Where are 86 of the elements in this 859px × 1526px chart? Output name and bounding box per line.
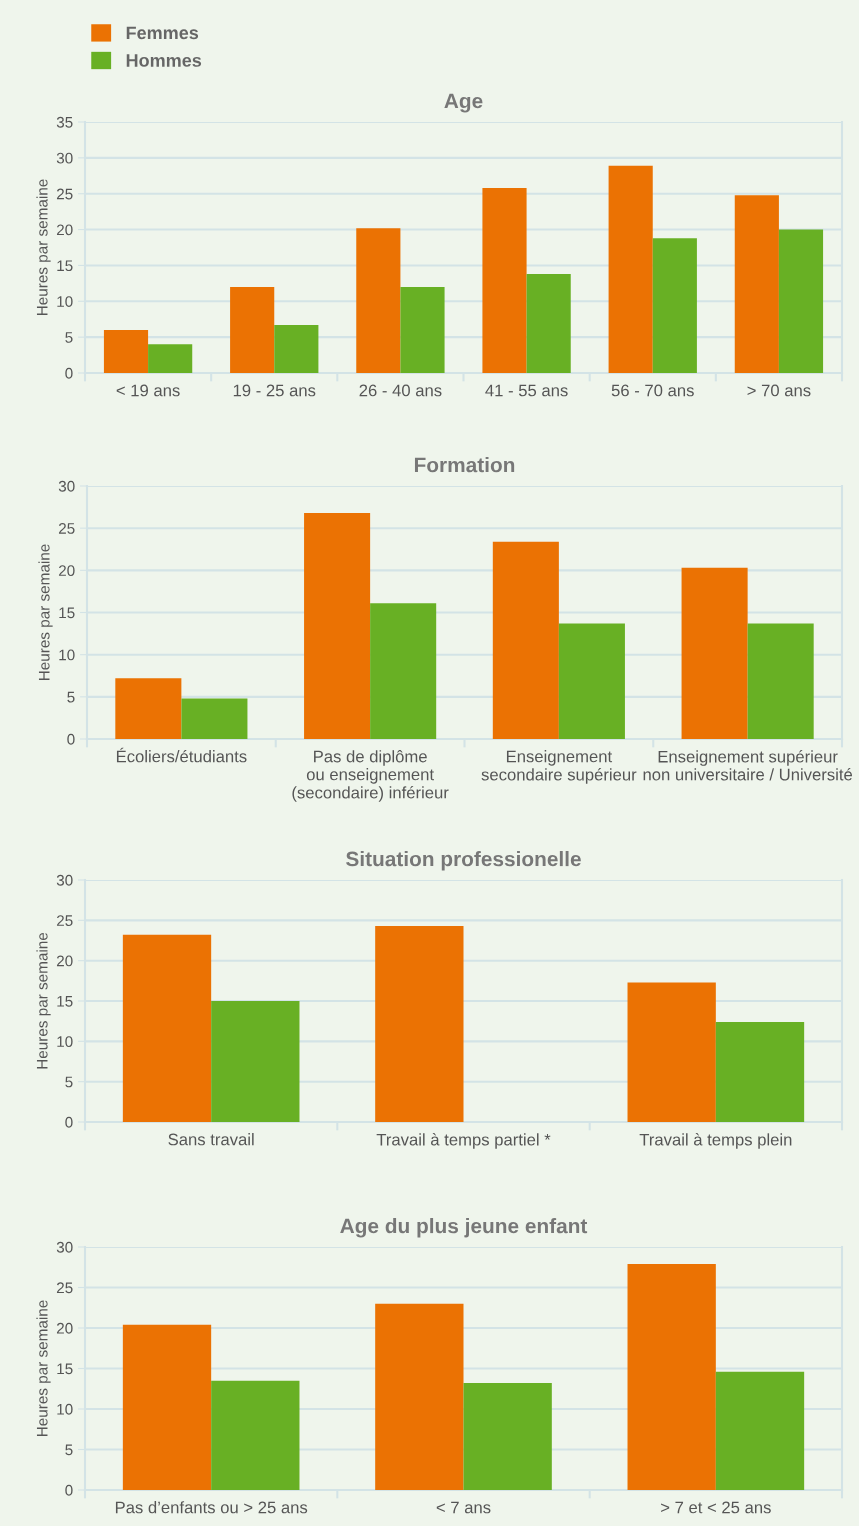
x-tick-label: 19 - 25 ans [233,384,316,397]
bar [356,228,401,373]
y-tick-label: 5 [65,1444,73,1456]
y-tick-label: 0 [65,1116,73,1128]
y-tick-label: 0 [67,733,75,745]
x-tick-label: 56 - 70 ans [611,384,694,397]
y-tick-label: 35 [56,116,73,128]
bar [274,324,319,373]
bar [211,1001,300,1122]
y-axis-title: Heures par semaine [36,179,51,316]
bar [211,1380,300,1490]
y-tick-label: 15 [59,607,75,619]
bar [482,187,527,373]
bar [558,623,625,739]
y-tick-label: 25 [56,915,73,927]
chart-title: Formation [414,457,515,473]
bar [492,541,559,739]
y-tick-label: 25 [56,1282,73,1294]
bar [148,344,193,373]
y-tick-label: 25 [58,523,75,534]
y-tick-label: 15 [57,996,73,1007]
y-axis-title: Heures par semaine [38,544,53,681]
chart-title: Situation professionelle [346,851,581,871]
x-tick-label: Travail à temps partiel * [376,1133,551,1149]
x-tick-label: < 19 ans [116,384,180,397]
bar [747,623,814,739]
y-tick-label: 20 [56,224,73,236]
bar [122,1324,212,1490]
x-tick-label: Enseignement secondaire supérieur [481,750,637,784]
y-tick-label: 15 [57,1363,73,1375]
bar [115,678,182,739]
bar [652,238,697,373]
bar [370,603,437,739]
y-tick-label: 30 [56,152,73,164]
bar [181,698,248,739]
y-tick-label: 15 [57,260,73,272]
y-tick-label: 10 [57,1036,73,1048]
bar [681,567,748,739]
bar [608,165,653,373]
bar [103,329,149,373]
bar [304,512,371,739]
y-tick-label: 0 [65,367,73,379]
x-tick-label: 41 - 55 ans [485,384,568,397]
y-tick-label: 5 [65,332,73,343]
bar [463,1383,552,1490]
y-tick-label: 10 [59,649,75,661]
bar [778,229,824,373]
y-tick-label: 0 [65,1484,73,1496]
chart-title: Age [444,93,483,113]
legend-label: Femmes [126,26,199,40]
y-axis-title: Heures par semaine [36,932,51,1069]
bar [375,1303,464,1490]
bar [122,934,212,1122]
bar [526,274,571,373]
y-tick-label: 10 [57,1403,73,1415]
x-tick-label: Pas d’enfants ou > 25 ans [115,1501,308,1514]
x-tick-label: < 7 ans [436,1501,491,1514]
x-tick-label: Sans travail [168,1133,254,1146]
bar [715,1021,805,1122]
bar [734,195,779,373]
y-tick-label: 10 [57,296,73,307]
x-tick-label: 26 - 40 ans [359,384,442,397]
y-tick-label: 25 [56,188,73,200]
bar [400,286,445,373]
bar [230,286,275,373]
x-tick-label: > 7 et < 25 ans [661,1501,771,1514]
x-tick-label: Enseignement supérieur non universitaire / Université [643,750,853,781]
chart-title: Age du plus jeune enfant [340,1218,588,1238]
y-tick-label: 20 [56,955,73,967]
x-tick-label: Pas de diplôme ou enseignement (secondaire) inférieur [292,750,449,802]
x-tick-label: Travail à temps plein [639,1133,792,1149]
y-tick-label: 5 [67,691,75,703]
bar [715,1371,805,1490]
bar [375,925,464,1122]
x-tick-label: > 70 ans [747,384,811,397]
y-tick-label: 5 [65,1076,73,1088]
y-tick-label: 20 [56,1322,73,1334]
y-tick-label: 30 [56,1241,73,1253]
bar [627,1264,716,1490]
y-axis-title: Heures par semaine [36,1300,51,1437]
x-tick-label: Écoliers/étudiants [116,747,247,763]
y-tick-label: 20 [58,565,75,577]
legend-label: Hommes [126,54,202,67]
y-tick-label: 30 [56,874,73,886]
y-tick-label: 30 [58,480,75,492]
bar [627,982,716,1122]
